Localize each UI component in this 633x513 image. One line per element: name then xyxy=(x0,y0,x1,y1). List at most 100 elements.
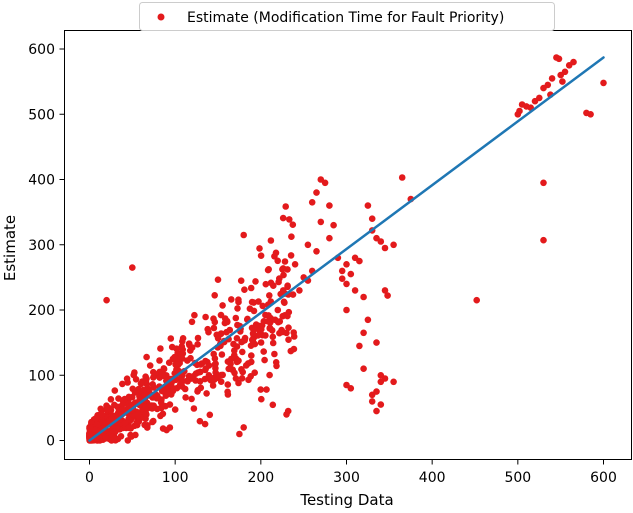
data-point xyxy=(223,328,230,336)
data-point xyxy=(242,362,250,369)
data-point xyxy=(209,382,217,389)
data-point xyxy=(150,417,157,425)
data-point xyxy=(210,350,217,358)
data-point xyxy=(185,340,193,348)
data-point xyxy=(190,405,198,412)
data-point xyxy=(219,371,226,379)
data-point xyxy=(99,419,106,426)
data-point xyxy=(269,333,277,341)
data-point xyxy=(343,280,350,288)
data-point xyxy=(98,411,106,418)
data-point xyxy=(284,283,291,291)
data-point xyxy=(286,216,293,223)
data-point xyxy=(255,298,262,305)
data-point xyxy=(153,392,161,399)
data-point xyxy=(102,433,109,441)
data-point xyxy=(93,421,101,428)
data-point xyxy=(228,296,235,303)
data-point xyxy=(390,378,397,386)
x-axis-ticks: 0 100 200 300 400 500 600 xyxy=(85,459,617,486)
data-point xyxy=(142,410,150,418)
data-point xyxy=(360,365,367,373)
data-point xyxy=(196,417,204,425)
data-point xyxy=(211,318,219,326)
data-point xyxy=(377,238,385,245)
data-point xyxy=(182,394,189,401)
data-point xyxy=(279,214,287,222)
data-point xyxy=(273,362,280,370)
data-point xyxy=(384,292,391,299)
data-point xyxy=(178,343,186,350)
data-point xyxy=(548,75,556,82)
data-point xyxy=(356,342,363,350)
data-point xyxy=(167,335,175,342)
data-point xyxy=(321,179,329,187)
data-point xyxy=(264,266,272,274)
data-point xyxy=(176,381,184,389)
data-point xyxy=(281,299,288,307)
data-point xyxy=(267,237,275,244)
data-point xyxy=(214,335,222,342)
data-point xyxy=(142,415,149,423)
data-point xyxy=(261,356,268,364)
data-point xyxy=(128,433,135,440)
data-point xyxy=(313,248,320,255)
data-point xyxy=(231,351,238,359)
data-point xyxy=(179,355,186,362)
data-point xyxy=(360,293,367,301)
data-point xyxy=(266,292,273,299)
data-point xyxy=(108,415,115,422)
data-point xyxy=(269,401,277,409)
data-point xyxy=(240,424,247,431)
data-point xyxy=(237,277,245,285)
data-point xyxy=(260,318,268,325)
data-point xyxy=(308,199,316,206)
data-point xyxy=(214,276,222,284)
legend-marker-icon xyxy=(157,13,165,21)
data-point xyxy=(224,391,232,398)
data-point xyxy=(150,374,157,381)
data-point xyxy=(184,357,191,364)
data-point xyxy=(257,386,265,393)
data-point xyxy=(377,401,385,408)
data-point xyxy=(239,348,246,356)
data-point xyxy=(115,395,122,402)
data-point xyxy=(343,261,350,268)
data-point xyxy=(150,384,157,391)
data-point xyxy=(86,431,94,438)
data-point xyxy=(219,302,226,309)
data-point xyxy=(271,350,278,358)
fit-line xyxy=(88,56,605,442)
data-point xyxy=(279,265,287,272)
data-point xyxy=(131,389,139,396)
data-point xyxy=(162,402,169,410)
data-point xyxy=(377,378,385,386)
data-point xyxy=(143,353,150,361)
data-point xyxy=(225,365,232,373)
data-point xyxy=(351,287,359,294)
data-point xyxy=(178,376,186,384)
data-point xyxy=(381,287,389,294)
data-point xyxy=(247,342,255,350)
data-point xyxy=(166,388,173,396)
data-point xyxy=(285,336,292,344)
data-point xyxy=(107,396,115,403)
data-point xyxy=(202,365,209,373)
legend-label: Estimate (Modification Time for Fault Pr… xyxy=(187,10,504,26)
data-point xyxy=(158,387,166,395)
data-point xyxy=(107,406,115,414)
data-point xyxy=(159,410,167,418)
data-point xyxy=(142,403,149,411)
x-tick-label: 200 xyxy=(247,470,274,486)
data-point xyxy=(194,386,202,394)
data-point xyxy=(103,296,110,304)
data-point xyxy=(212,369,219,376)
data-point xyxy=(326,234,333,242)
data-point xyxy=(296,287,303,294)
y-axis-ticks: 0 100 200 300 400 500 600 xyxy=(28,42,65,450)
data-point xyxy=(158,396,165,403)
data-point xyxy=(516,107,523,115)
data-point xyxy=(258,395,265,403)
data-point xyxy=(290,345,298,353)
